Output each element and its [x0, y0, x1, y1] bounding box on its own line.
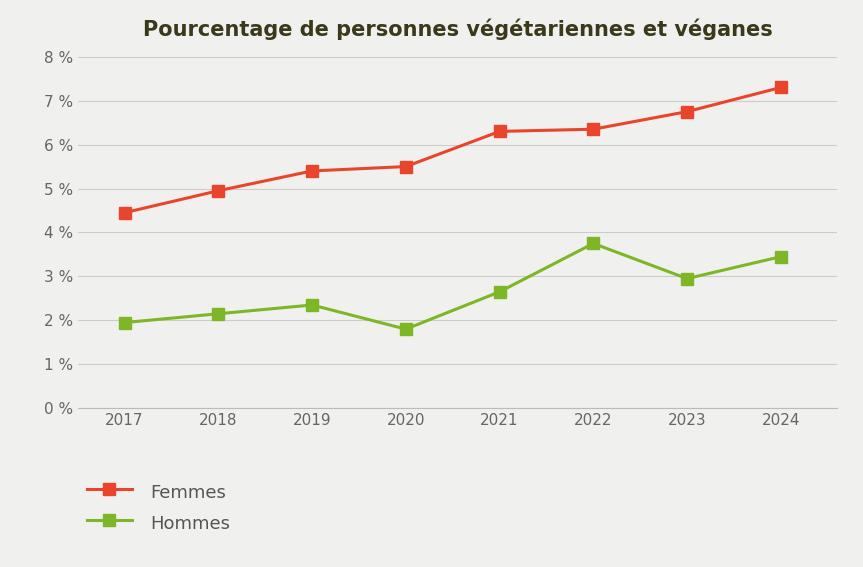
- Hommes: [119, 319, 129, 326]
- Femmes: [213, 187, 224, 194]
- Femmes: [400, 163, 411, 170]
- Femmes: [682, 108, 692, 115]
- Hommes: [400, 325, 411, 332]
- Femmes: [119, 209, 129, 216]
- Hommes: [213, 310, 224, 317]
- Femmes: [307, 168, 318, 175]
- Hommes: [776, 253, 786, 260]
- Hommes: [589, 240, 599, 247]
- Line: Femmes: Femmes: [118, 81, 787, 219]
- Line: Hommes: Hommes: [118, 237, 787, 336]
- Hommes: [682, 275, 692, 282]
- Legend: Femmes, Hommes: Femmes, Hommes: [86, 481, 230, 534]
- Femmes: [589, 126, 599, 133]
- Hommes: [494, 289, 505, 295]
- Femmes: [776, 84, 786, 91]
- Femmes: [494, 128, 505, 135]
- Title: Pourcentage de personnes végétariennes et véganes: Pourcentage de personnes végétariennes e…: [142, 18, 772, 40]
- Hommes: [307, 302, 318, 308]
